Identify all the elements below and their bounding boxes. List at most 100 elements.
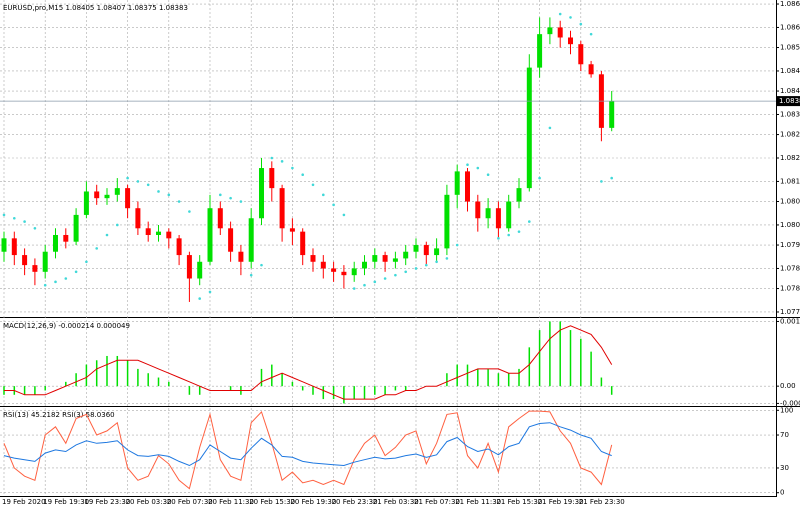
- sar-dot: [342, 213, 346, 217]
- y-tick-label: 1.0788: [780, 264, 800, 272]
- y-tick-label: 1.0808: [780, 198, 800, 206]
- candle-body: [197, 261, 203, 279]
- candle-body: [351, 268, 357, 276]
- candle-body: [300, 231, 306, 256]
- candle-body: [578, 44, 584, 65]
- sar-dot: [383, 277, 387, 280]
- candle-body: [454, 171, 460, 195]
- sar-dot: [54, 280, 57, 284]
- x-tick-label: 19 Feb 2020: [2, 498, 46, 506]
- sar-dot: [435, 260, 438, 264]
- sar-dot: [363, 283, 366, 287]
- x-tick-label: 20 Feb 11:30: [208, 498, 254, 506]
- candle-body: [22, 255, 28, 266]
- sar-dot: [136, 180, 140, 183]
- sar-dot: [239, 200, 243, 203]
- sar-dot: [229, 196, 232, 200]
- x-tick-label: 20 Feb 19:30: [290, 498, 336, 506]
- sar-dot: [538, 176, 541, 180]
- sar-dot: [157, 190, 160, 193]
- sar-dot: [2, 213, 6, 217]
- y-tick-label: 1.0847: [780, 67, 800, 75]
- candle-body: [434, 248, 440, 256]
- sar-dot: [352, 287, 356, 290]
- sar-dot: [589, 32, 593, 36]
- x-tick-label: 21 Feb 19:30: [538, 498, 584, 506]
- indicator-line: [4, 325, 613, 400]
- sar-dot: [507, 233, 511, 237]
- candle-body: [557, 27, 563, 38]
- sar-dot: [548, 126, 552, 130]
- sar-dot: [497, 237, 500, 240]
- x-tick-label: 20 Feb 03:30: [126, 498, 172, 506]
- sar-dot: [414, 267, 418, 270]
- x-tick-label: 21 Feb 07:30: [414, 498, 460, 506]
- x-tick-label: 21 Feb 11:30: [455, 498, 501, 506]
- sar-dot: [64, 277, 68, 280]
- candle-body: [310, 255, 316, 262]
- sar-dot: [600, 180, 603, 183]
- y-tick-label: 1.0828: [780, 131, 800, 139]
- candle-body: [588, 64, 594, 75]
- candle-body: [248, 218, 254, 262]
- candle-body: [341, 271, 347, 276]
- sar-dot: [126, 176, 129, 180]
- candle-body: [104, 194, 110, 199]
- candle-body: [485, 208, 491, 219]
- sar-dot: [198, 297, 201, 300]
- candle-body: [609, 101, 615, 128]
- candle-body: [53, 234, 58, 252]
- candle-body: [475, 201, 481, 219]
- candle-body: [259, 168, 264, 219]
- candle-body: [506, 201, 512, 229]
- candle-body: [392, 258, 398, 262]
- current-price-box: [777, 96, 800, 107]
- sar-dot: [322, 193, 325, 197]
- y-tick-label: 1.0867: [780, 0, 800, 8]
- candle-body: [156, 231, 161, 235]
- candle-body: [331, 268, 337, 272]
- sar-dot: [455, 243, 459, 247]
- sar-dot: [260, 263, 263, 267]
- sar-dot: [311, 183, 315, 187]
- sar-dot: [43, 283, 47, 287]
- x-tick-label: 20 Feb 07:30: [167, 498, 213, 506]
- candle-body: [495, 208, 501, 229]
- sar-dot: [270, 156, 274, 160]
- candle-body: [516, 188, 522, 202]
- candle-body: [135, 208, 141, 229]
- candle-body: [568, 37, 573, 45]
- candle-body: [372, 255, 378, 262]
- candle-body: [42, 251, 48, 272]
- panel-title: EURUSD,pro,M15 1.08405 1.08407 1.08375 1…: [3, 4, 188, 12]
- sar-dot: [579, 22, 583, 26]
- candle-body: [11, 238, 17, 256]
- candle-body: [413, 245, 419, 252]
- sar-dot: [528, 220, 531, 223]
- sar-dot: [249, 273, 253, 277]
- sar-dot: [177, 200, 181, 203]
- candle-body: [73, 214, 79, 242]
- sar-dot: [23, 220, 26, 223]
- y-tick-label: 100: [780, 406, 793, 414]
- y-tick-label: 1.086: [780, 23, 800, 31]
- sar-dot: [13, 216, 16, 220]
- candle-body: [207, 208, 213, 262]
- candle-body: [269, 168, 275, 189]
- y-tick-label: 1.0782: [780, 285, 800, 293]
- sar-dot: [476, 166, 480, 170]
- sar-dot: [404, 270, 408, 274]
- candle-body: [320, 261, 326, 269]
- candle-body: [1, 238, 7, 252]
- candle-body: [186, 255, 192, 279]
- candle-body: [526, 67, 532, 189]
- indicator-line: [3, 410, 613, 490]
- sar-dot: [291, 166, 294, 170]
- y-tick-label: 1.0834: [780, 110, 800, 118]
- candle-body: [423, 245, 429, 256]
- y-tick-label: -0.0004: [780, 399, 800, 407]
- sar-dot: [219, 193, 222, 197]
